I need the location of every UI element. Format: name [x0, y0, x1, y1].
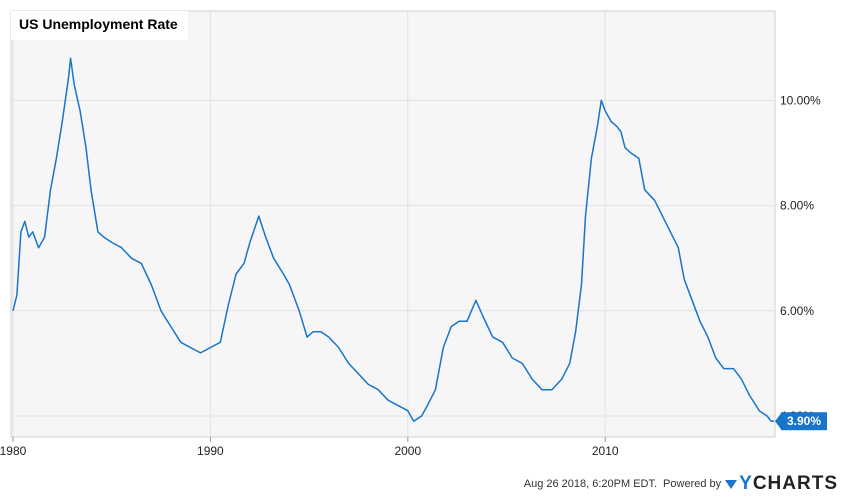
series-layer	[12, 57, 774, 422]
x-tick-label: 1980	[0, 444, 27, 458]
last-value-badge: 3.90%	[775, 412, 827, 431]
chart-title: US Unemployment Rate	[19, 16, 178, 32]
brand-y: Y	[739, 473, 753, 494]
y-tick-label: 6.00%	[780, 304, 814, 318]
badge-value-label: 3.90%	[787, 414, 821, 428]
brand-rest: CHARTS	[752, 473, 838, 494]
series-line	[12, 57, 774, 422]
badge-background	[781, 412, 827, 431]
powered-by-label: Powered by	[663, 478, 722, 490]
ycharts-logo[interactable]: Y CHARTS	[725, 473, 838, 495]
badge-pointer	[775, 413, 781, 430]
x-tick-label: 2000	[394, 444, 421, 458]
y-tick-label: 10.00%	[780, 93, 821, 107]
footer: Aug 26 2018, 6:20PM EDT. Powered by Y CH…	[524, 473, 838, 495]
x-tick-label: 1990	[197, 444, 224, 458]
ycharts-logo-icon	[725, 479, 738, 489]
title-box: US Unemployment Rate	[11, 11, 188, 40]
x-axis-ticks: 1980 1990 2000 2010	[0, 437, 619, 458]
y-tick-label: 8.00%	[780, 199, 814, 213]
plot-area	[10, 10, 776, 438]
timestamp: Aug 26 2018, 6:20PM EDT.	[523, 478, 658, 490]
y-axis-ticks: 4.00%6.00%8.00%10.00%	[780, 93, 821, 423]
x-tick-label: 2010	[592, 444, 619, 458]
grid-lines	[11, 11, 775, 437]
